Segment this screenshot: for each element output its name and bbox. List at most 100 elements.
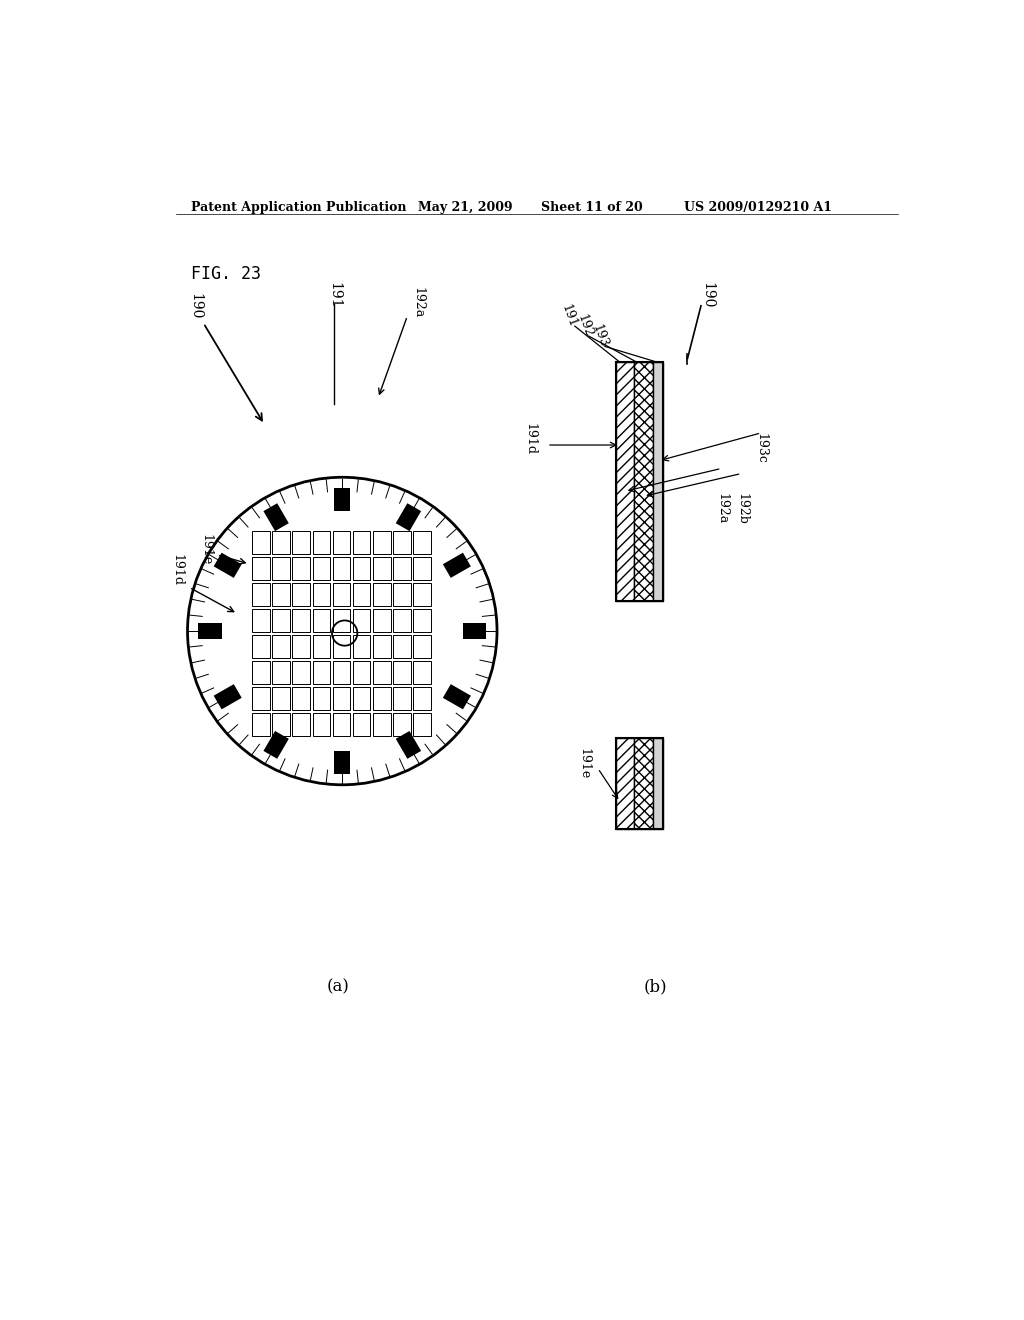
- Bar: [393, 713, 411, 737]
- Bar: [413, 557, 431, 579]
- Text: (b): (b): [644, 978, 668, 995]
- Bar: [252, 531, 270, 554]
- Bar: [272, 661, 290, 684]
- Bar: [252, 557, 270, 579]
- Text: 192: 192: [574, 313, 595, 339]
- Bar: [616, 738, 663, 829]
- Polygon shape: [263, 731, 289, 759]
- Bar: [272, 713, 290, 737]
- Text: 193c: 193c: [755, 433, 768, 463]
- Bar: [616, 362, 663, 601]
- Text: Sheet 11 of 20: Sheet 11 of 20: [541, 201, 642, 214]
- Text: 191d: 191d: [524, 422, 537, 455]
- Bar: [373, 531, 390, 554]
- Bar: [616, 362, 634, 601]
- Bar: [634, 362, 653, 601]
- Bar: [272, 688, 290, 710]
- Bar: [293, 635, 310, 659]
- Bar: [393, 688, 411, 710]
- Bar: [393, 661, 411, 684]
- Bar: [393, 609, 411, 632]
- Text: May 21, 2009: May 21, 2009: [418, 201, 512, 214]
- Bar: [293, 583, 310, 606]
- Bar: [252, 713, 270, 737]
- Bar: [272, 609, 290, 632]
- Bar: [634, 738, 653, 829]
- Bar: [333, 661, 350, 684]
- Bar: [293, 557, 310, 579]
- Bar: [272, 531, 290, 554]
- Text: 192a: 192a: [412, 288, 424, 318]
- Bar: [333, 609, 350, 632]
- Polygon shape: [463, 623, 486, 639]
- Bar: [373, 583, 390, 606]
- Polygon shape: [263, 503, 289, 531]
- Bar: [252, 661, 270, 684]
- Bar: [293, 688, 310, 710]
- Text: 191d: 191d: [171, 554, 183, 586]
- Text: 191: 191: [328, 282, 341, 309]
- Bar: [293, 531, 310, 554]
- Bar: [352, 583, 371, 606]
- Bar: [333, 688, 350, 710]
- Text: 192b: 192b: [735, 494, 748, 525]
- Bar: [333, 713, 350, 737]
- Bar: [352, 609, 371, 632]
- Bar: [252, 609, 270, 632]
- Bar: [653, 738, 663, 829]
- Bar: [312, 635, 330, 659]
- Bar: [352, 531, 371, 554]
- Bar: [293, 609, 310, 632]
- Bar: [252, 635, 270, 659]
- Text: US 2009/0129210 A1: US 2009/0129210 A1: [684, 201, 831, 214]
- Bar: [393, 583, 411, 606]
- Bar: [272, 635, 290, 659]
- Polygon shape: [395, 503, 421, 531]
- Polygon shape: [199, 623, 221, 639]
- Bar: [312, 531, 330, 554]
- Bar: [373, 688, 390, 710]
- Text: 191: 191: [558, 302, 579, 330]
- Text: 190: 190: [700, 282, 715, 309]
- Bar: [293, 661, 310, 684]
- Bar: [352, 635, 371, 659]
- Bar: [312, 557, 330, 579]
- Bar: [312, 688, 330, 710]
- Text: 191e: 191e: [578, 747, 591, 779]
- Bar: [352, 661, 371, 684]
- Bar: [413, 531, 431, 554]
- Bar: [393, 557, 411, 579]
- Bar: [333, 557, 350, 579]
- Bar: [272, 583, 290, 606]
- Bar: [616, 738, 634, 829]
- Bar: [272, 557, 290, 579]
- Bar: [653, 362, 663, 601]
- Text: FIG. 23: FIG. 23: [191, 265, 261, 282]
- Bar: [373, 713, 390, 737]
- Text: Patent Application Publication: Patent Application Publication: [191, 201, 407, 214]
- Bar: [252, 583, 270, 606]
- Bar: [293, 713, 310, 737]
- Polygon shape: [442, 553, 471, 578]
- Polygon shape: [214, 684, 242, 709]
- Polygon shape: [214, 553, 242, 578]
- Bar: [373, 557, 390, 579]
- Bar: [413, 609, 431, 632]
- Bar: [252, 688, 270, 710]
- Bar: [312, 661, 330, 684]
- Bar: [312, 583, 330, 606]
- Bar: [393, 531, 411, 554]
- Text: (a): (a): [327, 978, 350, 995]
- Polygon shape: [442, 684, 471, 709]
- Text: 190: 190: [188, 293, 203, 319]
- Bar: [393, 635, 411, 659]
- Text: 192a: 192a: [715, 494, 728, 524]
- Bar: [312, 609, 330, 632]
- Bar: [373, 609, 390, 632]
- Bar: [352, 557, 371, 579]
- Bar: [312, 713, 330, 737]
- Bar: [413, 635, 431, 659]
- Bar: [352, 713, 371, 737]
- Bar: [333, 531, 350, 554]
- Text: 191e: 191e: [200, 535, 212, 565]
